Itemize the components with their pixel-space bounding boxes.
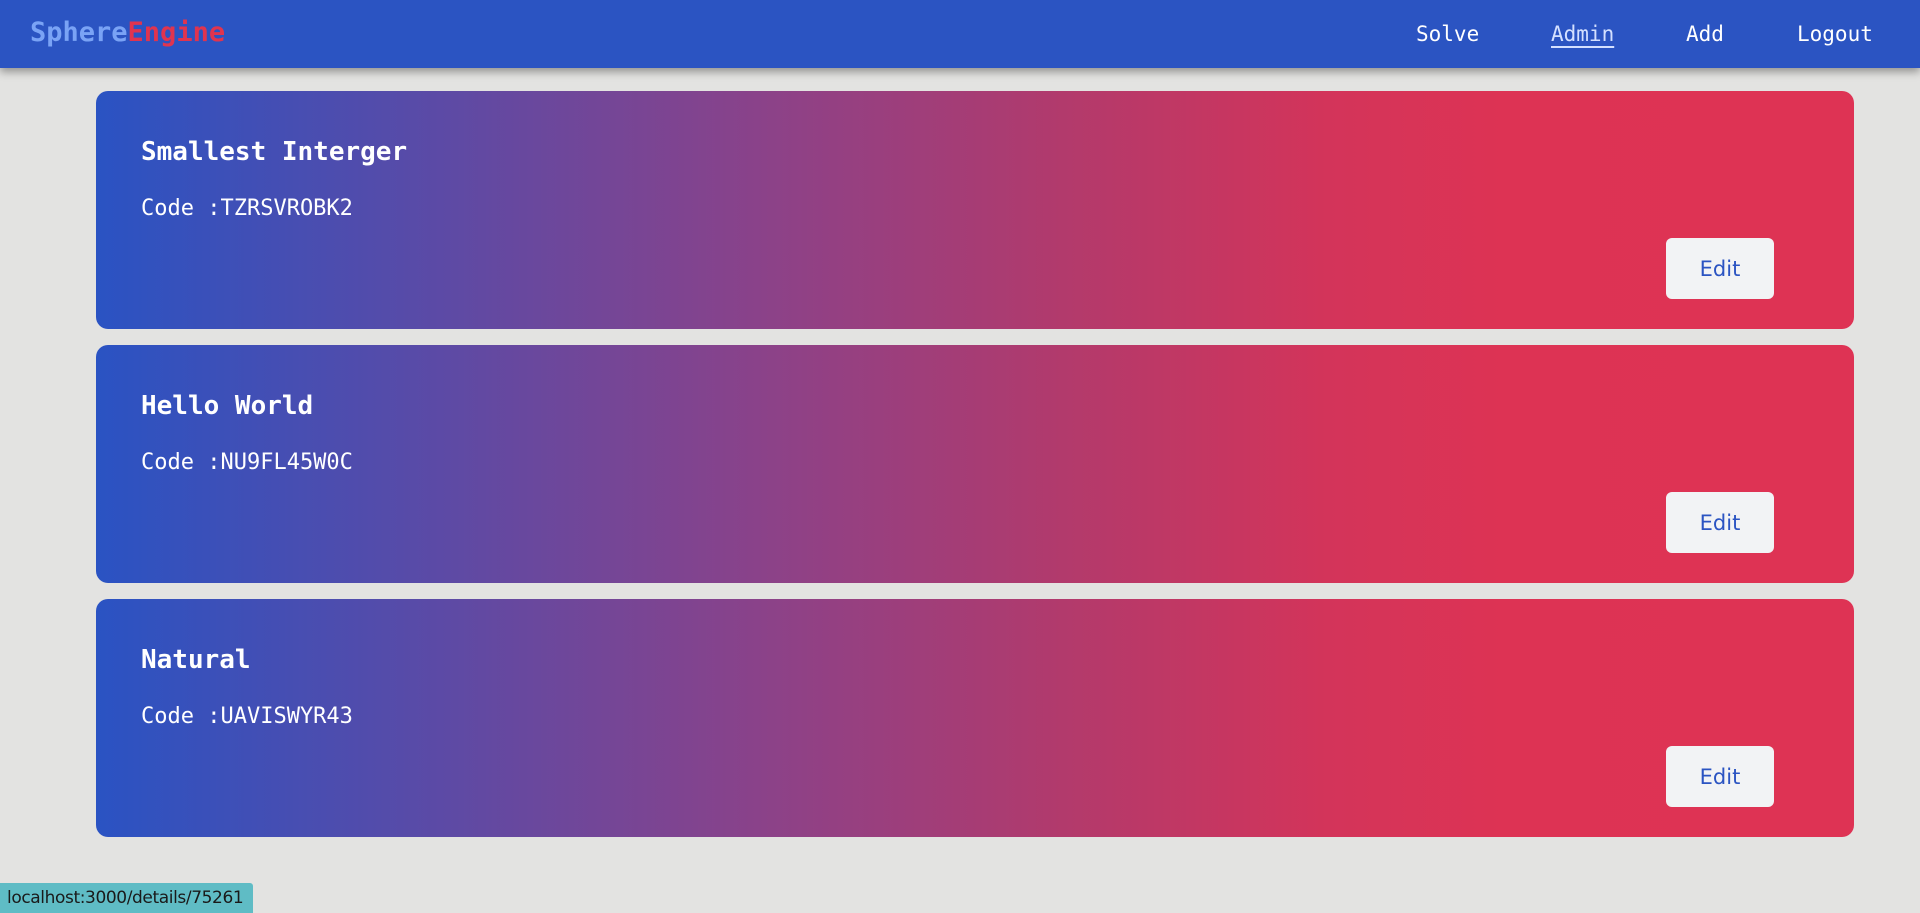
link-preview-status: localhost:3000/details/75261 — [0, 883, 254, 913]
problem-card: Smallest Interger Code :TZRSVROBK2 Edit — [96, 91, 1854, 329]
brand-part-engine: Engine — [127, 17, 226, 48]
problem-code: Code :TZRSVROBK2 — [141, 196, 353, 221]
problem-card: Natural Code :UAVISWYR43 Edit — [96, 599, 1854, 837]
nav-links: Solve Admin Add Logout — [0, 22, 1920, 52]
problem-title: Hello World — [141, 391, 314, 421]
brand-logo[interactable]: SphereEngine — [30, 17, 225, 48]
problem-code: Code :UAVISWYR43 — [141, 704, 353, 729]
nav-link-solve[interactable]: Solve — [1416, 22, 1480, 46]
edit-button[interactable]: Edit — [1666, 238, 1774, 299]
top-navbar: SphereEngine Solve Admin Add Logout — [0, 0, 1920, 68]
problem-title: Natural — [141, 645, 251, 675]
nav-link-add[interactable]: Add — [1686, 22, 1724, 46]
edit-button[interactable]: Edit — [1666, 492, 1774, 553]
problem-title: Smallest Interger — [141, 137, 408, 167]
brand-part-sphere: Sphere — [30, 17, 128, 48]
nav-link-logout[interactable]: Logout — [1797, 22, 1873, 46]
problem-card: Hello World Code :NU9FL45W0C Edit — [96, 345, 1854, 583]
problem-code: Code :NU9FL45W0C — [141, 450, 353, 475]
edit-button[interactable]: Edit — [1666, 746, 1774, 807]
nav-link-admin[interactable]: Admin — [1551, 22, 1615, 46]
